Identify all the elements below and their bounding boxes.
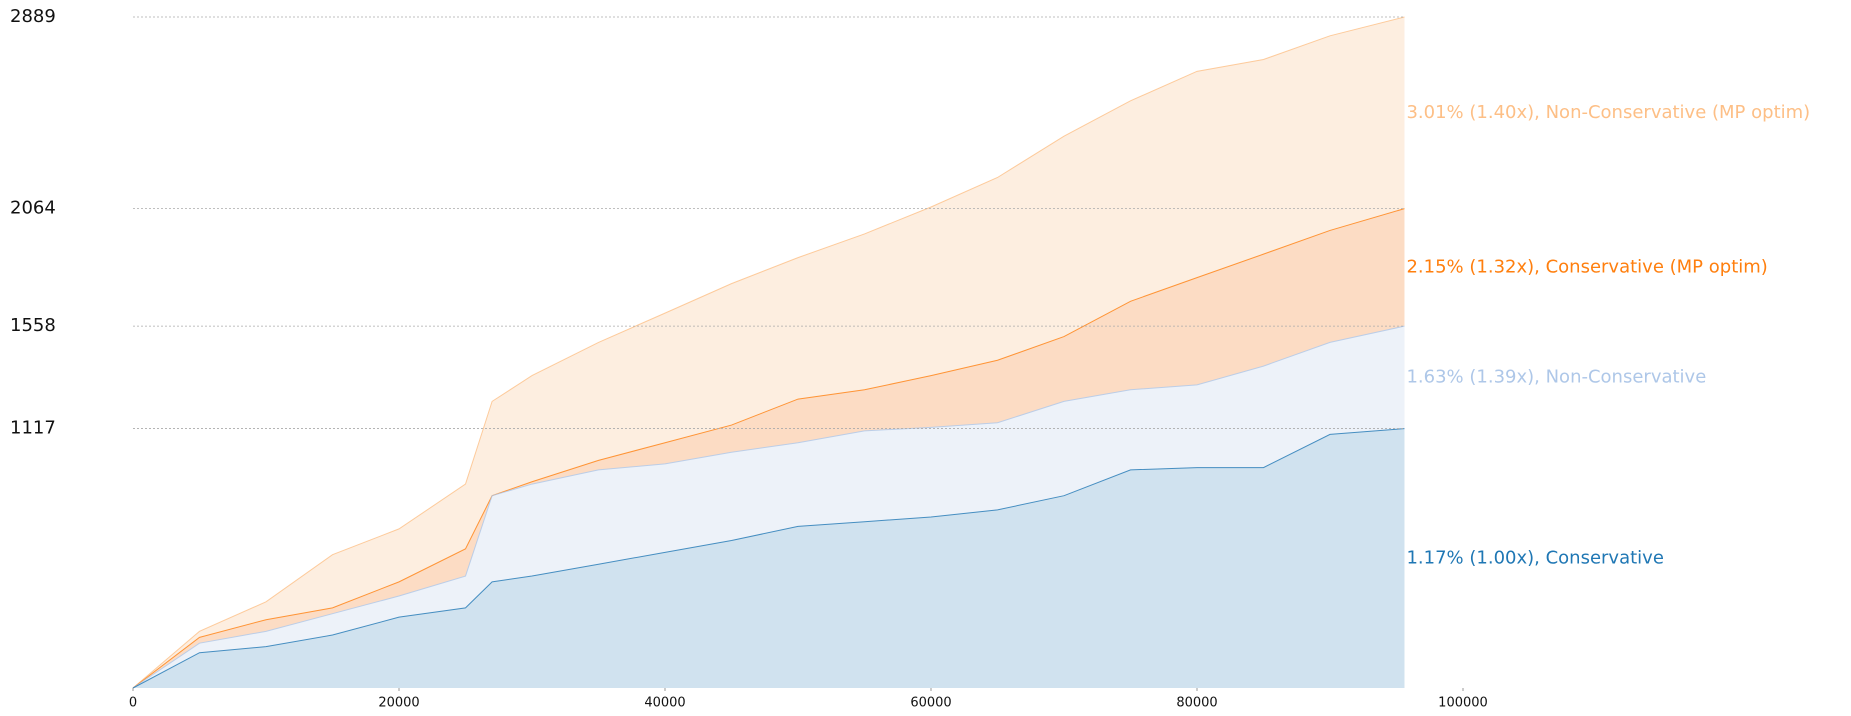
x-tick-label: 80000 [1176, 696, 1217, 711]
legend-label: 2.15% (1.32x), Conservative (MP optim) [1406, 256, 1767, 277]
y-tick-label: 2889 [10, 6, 56, 27]
legend-label: 1.63% (1.39x), Non-Conservative [1406, 366, 1706, 387]
line [132, 16, 1405, 689]
y-tick-label: 1117 [10, 418, 56, 439]
line [132, 428, 1405, 689]
area [133, 428, 1405, 688]
y-tick-label: 1558 [10, 315, 56, 336]
y-tick-label: 2064 [10, 198, 56, 219]
x-tick-label: 40000 [644, 696, 685, 711]
line [132, 208, 1405, 689]
x-tick-label: 60000 [910, 696, 951, 711]
x-tick-label: 100000 [1438, 696, 1488, 711]
x-tick-label: 20000 [378, 696, 419, 711]
legend-label: 1.17% (1.00x), Conservative [1406, 547, 1663, 568]
legend-label: 3.01% (1.40x), Non-Conservative (MP opti… [1406, 102, 1810, 123]
line [132, 325, 1405, 689]
x-tick-label: 0 [129, 696, 137, 711]
